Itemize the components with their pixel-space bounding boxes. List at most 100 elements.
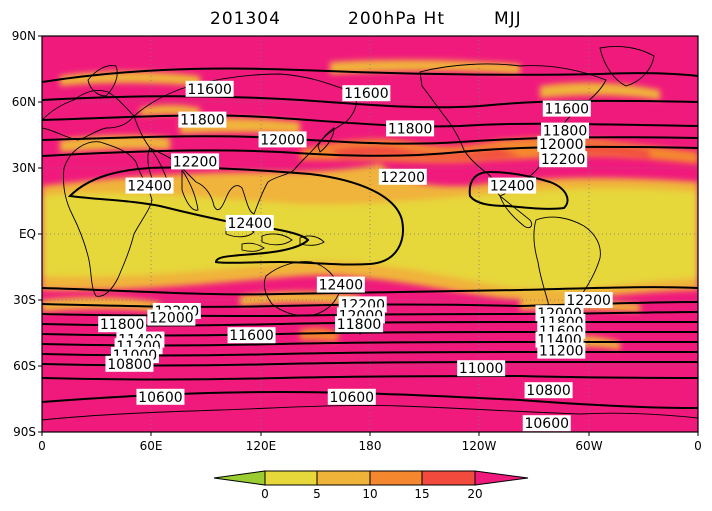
contour-label-box (386, 120, 435, 137)
contour-label: 10600 (136, 388, 185, 406)
contour-label-text: 11000 (459, 361, 504, 377)
contour-label: 12200 (539, 151, 588, 168)
contour-label-text: 12400 (490, 179, 535, 195)
lon-label-120w: 120W (462, 439, 497, 453)
colorbar-label-5: 5 (313, 487, 321, 501)
lat-label-90n: 90N (12, 29, 36, 43)
lon-label-0: 0 (38, 439, 46, 453)
contour-label: 11800 (178, 111, 227, 129)
contour-label-box (457, 360, 506, 377)
contour-label-box (125, 177, 174, 194)
lon-label-60e: 60E (140, 439, 163, 453)
contour-label-box (524, 382, 573, 399)
contour-label: 12200 (171, 153, 220, 170)
contour-label-text: 12000 (539, 137, 584, 153)
colorbar-band-10-15 (369, 470, 423, 486)
lon-label-120e: 120E (246, 439, 277, 453)
contour-label-box (342, 85, 391, 102)
contour-label-text: 12400 (127, 179, 172, 195)
lat-label-30s: 30S (13, 293, 36, 307)
contour-label: 12400 (316, 276, 365, 294)
contour-label-box (98, 316, 147, 333)
contour-label-box (540, 122, 589, 139)
contour-label-box (136, 388, 185, 405)
contour-label-text: 11600 (229, 328, 274, 344)
contour-label: 11800 (98, 316, 147, 333)
contour-label-text: 12200 (566, 293, 611, 309)
colorbar-band-15-20 (421, 470, 476, 486)
contour-label-box (227, 327, 276, 344)
contour-label-box (522, 415, 571, 432)
contour-label-text: 11800 (180, 113, 225, 129)
contour-label-text: 12000 (149, 311, 194, 327)
contour-label: 11600 (227, 327, 276, 344)
contour-label-box (105, 355, 154, 372)
contour-label: 11800 (335, 316, 384, 333)
colorbar-label-10: 10 (362, 487, 377, 501)
contour-label: 12000 (258, 131, 307, 148)
contour-label-text: 10800 (526, 383, 571, 399)
contour-label-text: 11800 (388, 121, 433, 137)
contour-label-box (539, 151, 588, 168)
contour-label: 11600 (342, 85, 391, 102)
colorbar-band-0-5 (264, 470, 318, 486)
contour-label-box (327, 388, 376, 405)
contour-label-text: 11600 (545, 102, 590, 118)
colorbar-label-20: 20 (467, 487, 482, 501)
contour-label-text: 11800 (100, 317, 145, 333)
contour-label: 12400 (488, 177, 537, 195)
colorbar-label-0: 0 (261, 487, 269, 501)
title-season: MJJ (494, 9, 522, 29)
contour-label-text: 12000 (260, 132, 305, 148)
contour-label-text: 11200 (539, 344, 584, 360)
contour-label: 12200 (378, 168, 427, 186)
contour-label-box (564, 292, 613, 308)
contour-label: 11600 (185, 80, 234, 98)
contour-label-text: 11800 (337, 317, 382, 333)
lon-label-60w: 60W (575, 439, 602, 453)
contour-label-box (225, 215, 274, 231)
contour-label-text: 12200 (541, 152, 586, 168)
lat-label-30n: 30N (12, 161, 36, 175)
contour-label-box (378, 168, 427, 185)
contour-label-box (185, 80, 234, 97)
contour-label-box (147, 309, 196, 326)
contour-label: 12000 (537, 135, 586, 153)
colorbar: 0 5 10 15 20 (213, 470, 529, 501)
longitude-labels: 0 60E 120E 180 120W 60W 0 (38, 439, 702, 453)
contour-label: 12000 (147, 309, 196, 327)
title-date: 201304 (210, 9, 281, 29)
lat-label-60n: 60N (12, 95, 36, 109)
contour-label-text: 11800 (543, 124, 588, 140)
lon-label-0-east: 0 (694, 439, 702, 453)
contour-label: 10600 (522, 415, 571, 432)
contour-label: 10600 (327, 388, 376, 406)
contour-label-box (537, 135, 586, 152)
contour-label-text: 11600 (187, 82, 232, 98)
contour-label: 12400 (225, 215, 274, 232)
contour-label: 11800 (540, 122, 589, 140)
contour-label: 11800 (386, 120, 435, 137)
contour-label-text: 10600 (138, 390, 183, 406)
contour-label-box (335, 316, 384, 333)
contour-label-text: 10600 (330, 390, 375, 406)
title-variable: 200hPa Ht (348, 9, 445, 29)
colorbar-over-triangle (474, 470, 529, 486)
lat-label-eq: EQ (19, 227, 36, 241)
contour-label-box (171, 153, 220, 170)
lon-label-180: 180 (359, 439, 382, 453)
colorbar-label-15: 15 (414, 487, 429, 501)
contour-label: 10800 (524, 382, 573, 399)
colorbar-under-triangle (213, 470, 266, 486)
contour-label-box (537, 342, 586, 359)
contour-label: 12400 (125, 177, 174, 195)
contour-label: 11000 (457, 360, 506, 377)
contour-label-box (542, 100, 591, 117)
contour-label: 12200 (564, 292, 613, 309)
colorbar-band-5-10 (316, 470, 371, 486)
contour-label-text: 10800 (107, 357, 152, 373)
